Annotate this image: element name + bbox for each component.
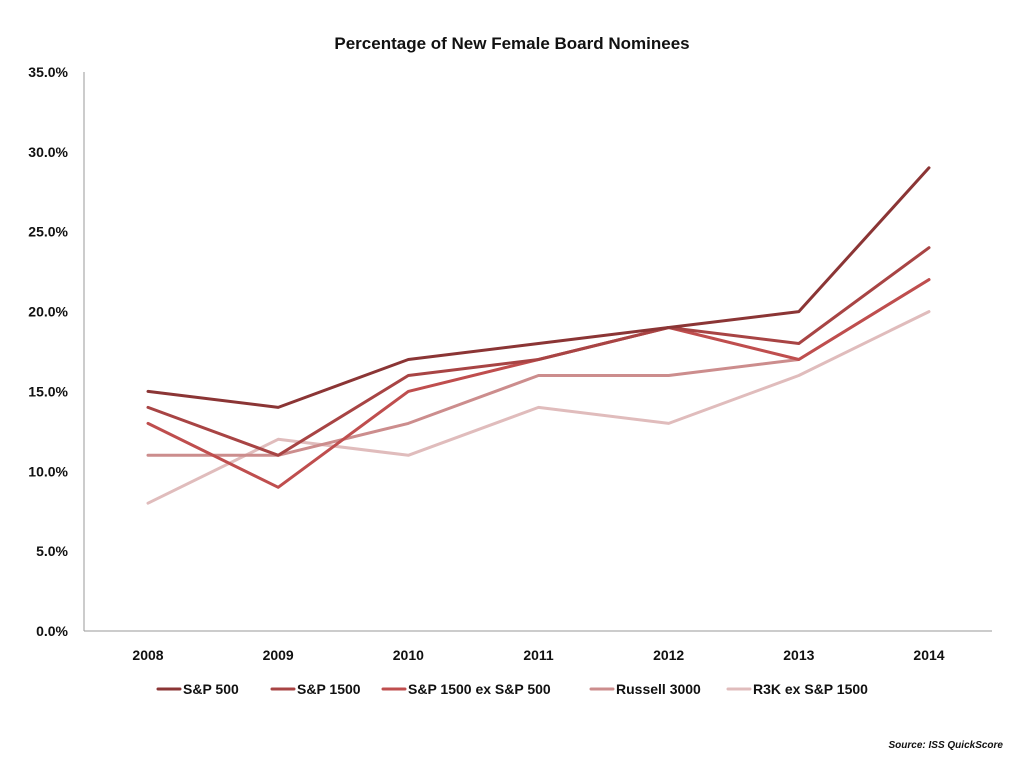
- y-tick-label: 30.0%: [28, 144, 68, 160]
- y-tick-label: 35.0%: [28, 64, 68, 80]
- y-tick-label: 10.0%: [28, 463, 68, 479]
- y-tick-label: 0.0%: [36, 623, 68, 639]
- legend-label: R3K ex S&P 1500: [753, 681, 868, 697]
- series-line-5: [146, 310, 931, 505]
- legend-label: S&P 1500: [297, 681, 361, 697]
- x-tick-label: 2009: [263, 647, 294, 663]
- x-axis-ticks: 2008 2009 2010 2011 2012 2013 2014: [132, 647, 944, 663]
- series-lines: [146, 166, 931, 505]
- legend-label: S&P 1500 ex S&P 500: [408, 681, 551, 697]
- source-note: Source: ISS QuickScore: [889, 740, 1004, 751]
- x-tick-label: 2012: [653, 647, 684, 663]
- x-tick-label: 2010: [393, 647, 424, 663]
- axes: [83, 72, 992, 632]
- y-tick-label: 15.0%: [28, 383, 68, 399]
- x-tick-label: 2011: [523, 647, 554, 663]
- x-tick-label: 2008: [132, 647, 163, 663]
- series-line-1: [146, 166, 931, 409]
- y-tick-label: 25.0%: [28, 224, 68, 240]
- legend: S&P 500 S&P 1500 S&P 1500 ex S&P 500 Russel…: [156, 681, 868, 697]
- chart-title: Percentage of New Female Board Nominees: [334, 34, 689, 53]
- y-tick-label: 5.0%: [36, 543, 68, 559]
- x-tick-label: 2013: [783, 647, 814, 663]
- legend-label: S&P 500: [183, 681, 239, 697]
- legend-label: Russell 3000: [616, 681, 701, 697]
- y-axis-ticks: 0.0% 5.0% 10.0% 15.0% 20.0% 25.0% 30.0% 35.0%: [28, 64, 68, 639]
- series-line-2: [146, 246, 931, 457]
- y-tick-label: 20.0%: [28, 304, 68, 320]
- x-tick-label: 2014: [913, 647, 944, 663]
